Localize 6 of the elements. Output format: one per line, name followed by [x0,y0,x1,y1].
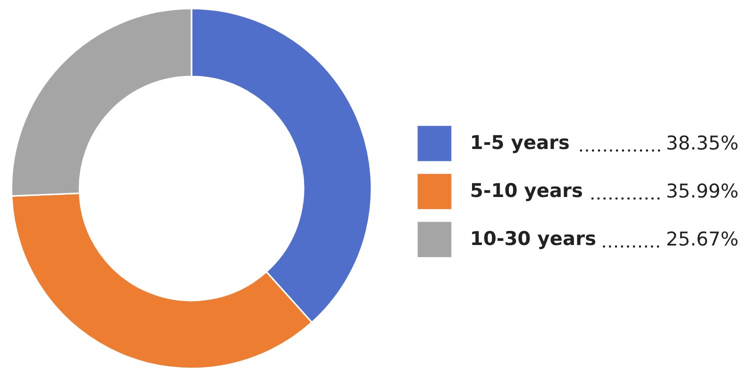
legend-label: 10-30 years [470,228,596,250]
data-label: 25.67% [666,228,739,250]
legend-label: 5-10 years [470,180,583,202]
data-label: 38.35% [666,132,739,154]
legend-label: 1-5 years [470,132,570,154]
data-label: 35.99% [666,180,739,202]
